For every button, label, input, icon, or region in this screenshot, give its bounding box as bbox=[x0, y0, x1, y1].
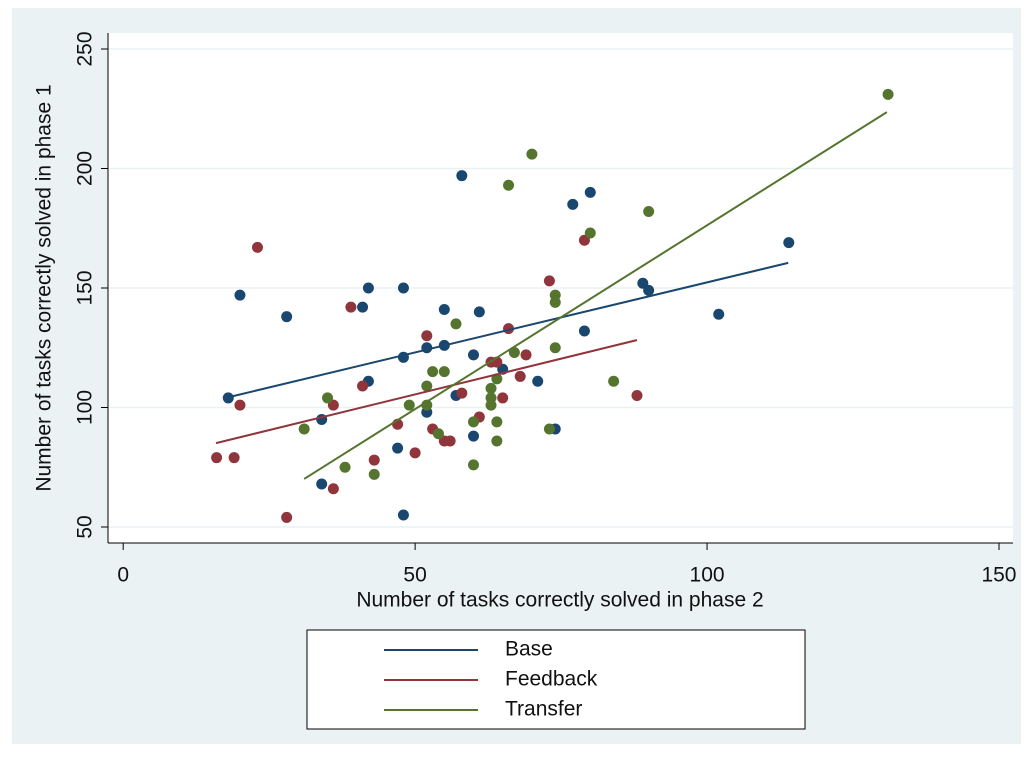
point bbox=[421, 330, 433, 342]
point bbox=[456, 170, 468, 182]
point bbox=[228, 452, 240, 464]
point bbox=[468, 430, 480, 442]
point bbox=[783, 237, 795, 249]
point bbox=[532, 375, 544, 387]
point bbox=[520, 349, 532, 361]
y-tick-label: 50 bbox=[74, 515, 97, 538]
point bbox=[584, 186, 596, 198]
point bbox=[503, 179, 515, 191]
y-axis-title: Number of tasks correctly solved in phas… bbox=[33, 84, 56, 491]
point bbox=[543, 275, 555, 287]
point bbox=[339, 461, 351, 473]
point bbox=[368, 468, 380, 480]
point bbox=[643, 284, 655, 296]
point bbox=[357, 301, 369, 313]
point bbox=[438, 366, 450, 378]
point bbox=[432, 428, 444, 440]
point bbox=[322, 392, 334, 404]
point bbox=[473, 306, 485, 318]
point bbox=[222, 392, 234, 404]
x-tick-label: 100 bbox=[690, 564, 725, 587]
point bbox=[444, 435, 456, 447]
point bbox=[882, 88, 894, 100]
point bbox=[397, 509, 409, 521]
point bbox=[578, 325, 590, 337]
point bbox=[584, 227, 596, 239]
point bbox=[368, 454, 380, 466]
point bbox=[567, 198, 579, 210]
point bbox=[421, 380, 433, 392]
point bbox=[514, 370, 526, 382]
point bbox=[485, 382, 497, 394]
point bbox=[345, 301, 357, 313]
point bbox=[327, 483, 339, 495]
point bbox=[608, 375, 620, 387]
point bbox=[491, 416, 503, 428]
x-tick-label: 0 bbox=[117, 564, 129, 587]
point bbox=[508, 347, 520, 359]
point bbox=[211, 452, 223, 464]
point bbox=[450, 318, 462, 330]
fit-line bbox=[229, 261, 789, 398]
point bbox=[491, 435, 503, 447]
point bbox=[631, 390, 643, 402]
x-tick-label: 150 bbox=[981, 564, 1016, 587]
point bbox=[298, 423, 310, 435]
point bbox=[397, 282, 409, 294]
point bbox=[497, 392, 509, 404]
point bbox=[392, 442, 404, 454]
point bbox=[543, 423, 555, 435]
point bbox=[643, 206, 655, 218]
legend-label: Base bbox=[505, 638, 553, 661]
point bbox=[281, 311, 293, 323]
legend-label: Transfer bbox=[505, 698, 582, 721]
point bbox=[468, 459, 480, 471]
point bbox=[234, 399, 246, 411]
y-tick-label: 250 bbox=[74, 31, 97, 66]
fit-line bbox=[215, 339, 638, 445]
point bbox=[468, 349, 480, 361]
y-tick-label: 200 bbox=[74, 151, 97, 186]
y-tick-label: 150 bbox=[74, 270, 97, 305]
fit-line bbox=[303, 111, 888, 480]
point bbox=[713, 308, 725, 320]
point bbox=[251, 241, 263, 253]
point bbox=[403, 399, 415, 411]
point bbox=[357, 380, 369, 392]
point bbox=[427, 366, 439, 378]
point bbox=[281, 511, 293, 523]
point bbox=[409, 447, 421, 459]
point bbox=[456, 387, 468, 399]
point bbox=[549, 342, 561, 354]
point bbox=[316, 478, 328, 490]
y-tick-label: 100 bbox=[74, 390, 97, 425]
point bbox=[438, 304, 450, 316]
point bbox=[468, 416, 480, 428]
point bbox=[485, 399, 497, 411]
point bbox=[549, 296, 561, 308]
point bbox=[234, 289, 246, 301]
legend-label: Feedback bbox=[505, 668, 598, 691]
x-tick-label: 50 bbox=[403, 564, 426, 587]
x-axis-title: Number of tasks correctly solved in phas… bbox=[356, 589, 763, 612]
point bbox=[362, 282, 374, 294]
point bbox=[526, 148, 538, 160]
